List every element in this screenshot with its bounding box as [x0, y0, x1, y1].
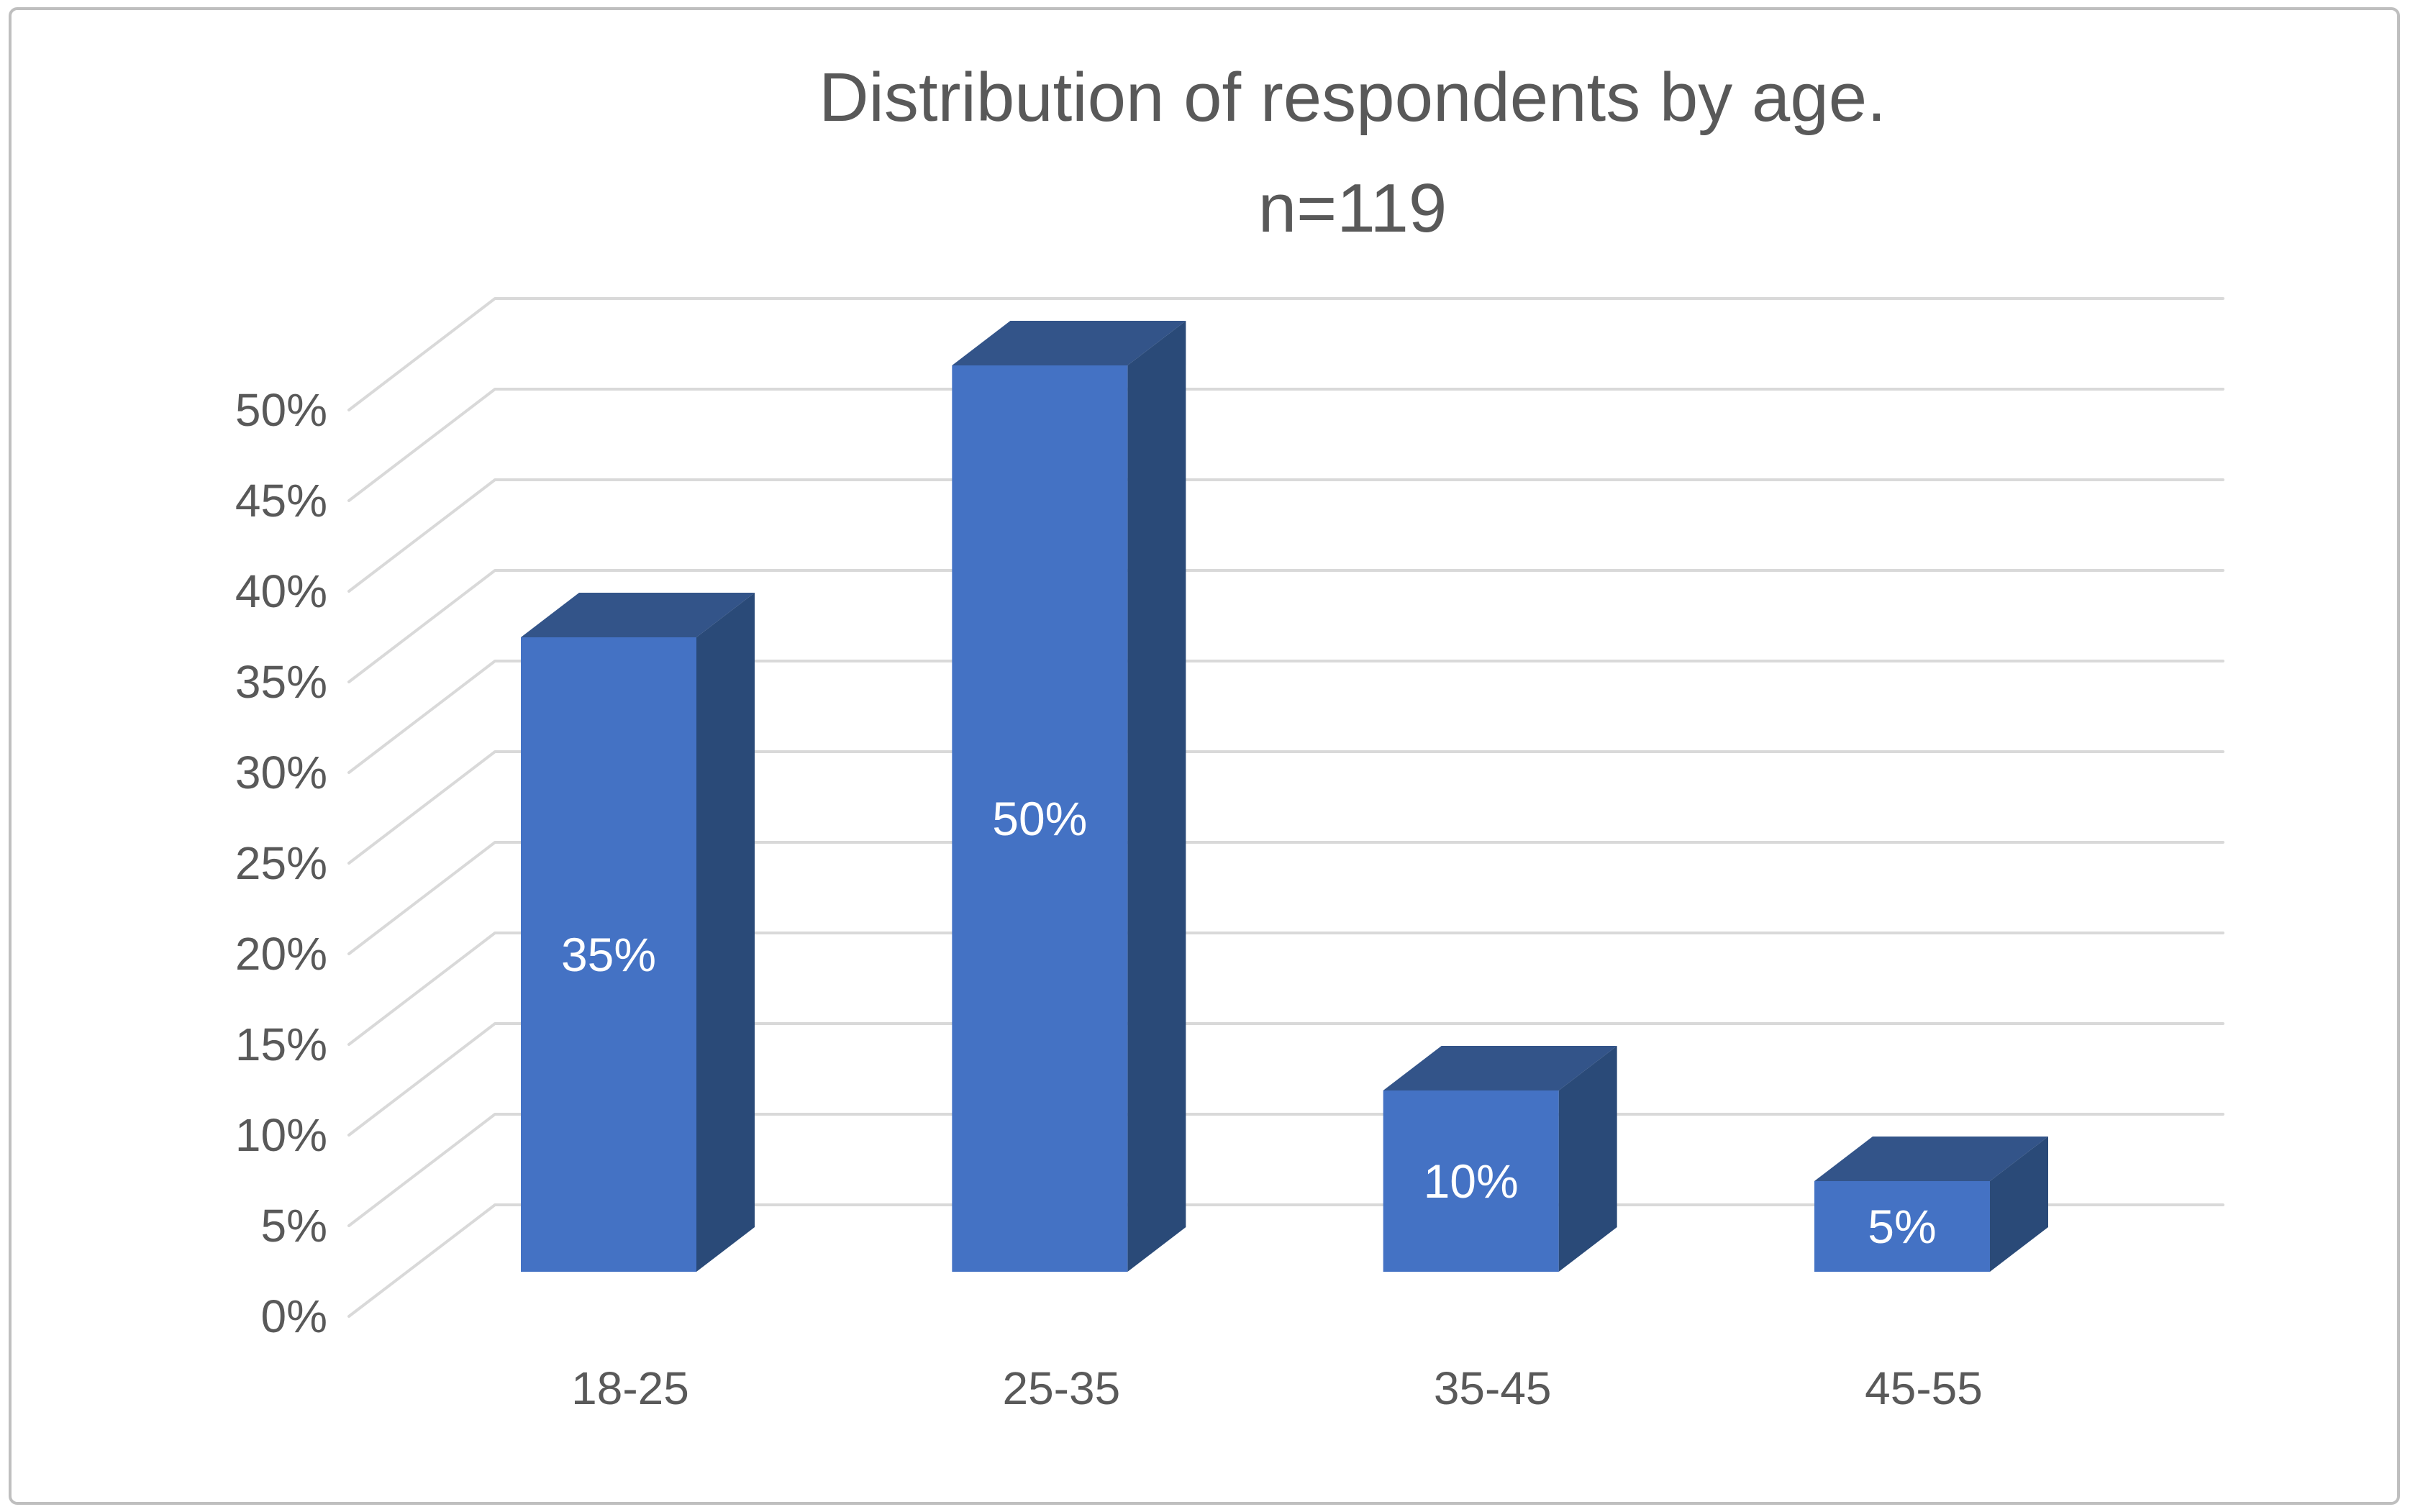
bar-front-face [1814, 1181, 1990, 1272]
gridline [347, 841, 2224, 955]
gridline [347, 569, 2224, 683]
axis-labels-layer: 0% 5% 10% 15% 20% 25% 30% 35% 40% 45% 50% 18-25 25-3… [235, 384, 1983, 1414]
bar-front-face [952, 365, 1128, 1272]
y-axis-tick-label: 45% [235, 475, 327, 527]
bar-18-25: 35% [521, 593, 755, 1272]
y-axis-tick-label: 30% [235, 747, 327, 798]
y-axis-tick-label: 20% [235, 928, 327, 980]
gridline [347, 1203, 2224, 1318]
bar-side-face [696, 593, 755, 1272]
gridline [347, 750, 2224, 865]
gridline [347, 388, 2224, 502]
chart-subtitle: n=119 [1258, 170, 1447, 247]
bar-top-face [952, 321, 1186, 365]
x-axis-category-label: 18-25 [571, 1362, 689, 1414]
y-axis-tick-label: 10% [235, 1109, 327, 1161]
gridline [347, 660, 2224, 774]
bar-value-label: 5% [1868, 1200, 1936, 1253]
bar-side-face [1558, 1046, 1617, 1272]
y-axis-tick-label: 40% [235, 565, 327, 617]
y-axis-tick-label: 5% [261, 1200, 328, 1252]
bar-side-face [1127, 321, 1186, 1272]
bars-layer: 35% 50% 10% 5% [521, 321, 2048, 1272]
chart-title: Distribution of respondents by age. [819, 59, 1886, 136]
bar-front-face [521, 637, 696, 1272]
bar-value-label: 50% [992, 792, 1087, 845]
bar-35-45: 10% [1383, 1046, 1617, 1272]
bar-top-face [1814, 1137, 2048, 1181]
bar-front-face [1383, 1090, 1559, 1272]
y-axis-tick-label: 15% [235, 1019, 327, 1070]
y-axis-tick-label: 35% [235, 656, 327, 708]
gridline [347, 1022, 2224, 1137]
y-axis-tick-label: 50% [235, 384, 327, 436]
bar-value-label: 35% [561, 928, 656, 981]
gridline [347, 297, 2224, 411]
bar-45-55: 5% [1814, 1137, 2048, 1272]
gridline [347, 1113, 2224, 1227]
gridline [347, 478, 2224, 593]
bar-25-35: 50% [952, 321, 1186, 1272]
bar-top-face [1383, 1046, 1617, 1090]
y-axis-tick-label: 0% [261, 1290, 328, 1342]
bar-top-face [521, 593, 755, 637]
y-axis-tick-label: 25% [235, 837, 327, 889]
x-axis-category-label: 35-45 [1434, 1362, 1552, 1414]
bar-value-label: 10% [1424, 1155, 1519, 1208]
gridline [347, 932, 2224, 1046]
x-axis-category-label: 45-55 [1865, 1362, 1983, 1414]
bar-side-face [1989, 1137, 2048, 1272]
x-axis-category-label: 25-35 [1002, 1362, 1120, 1414]
gridlines-layer [347, 297, 2224, 1318]
